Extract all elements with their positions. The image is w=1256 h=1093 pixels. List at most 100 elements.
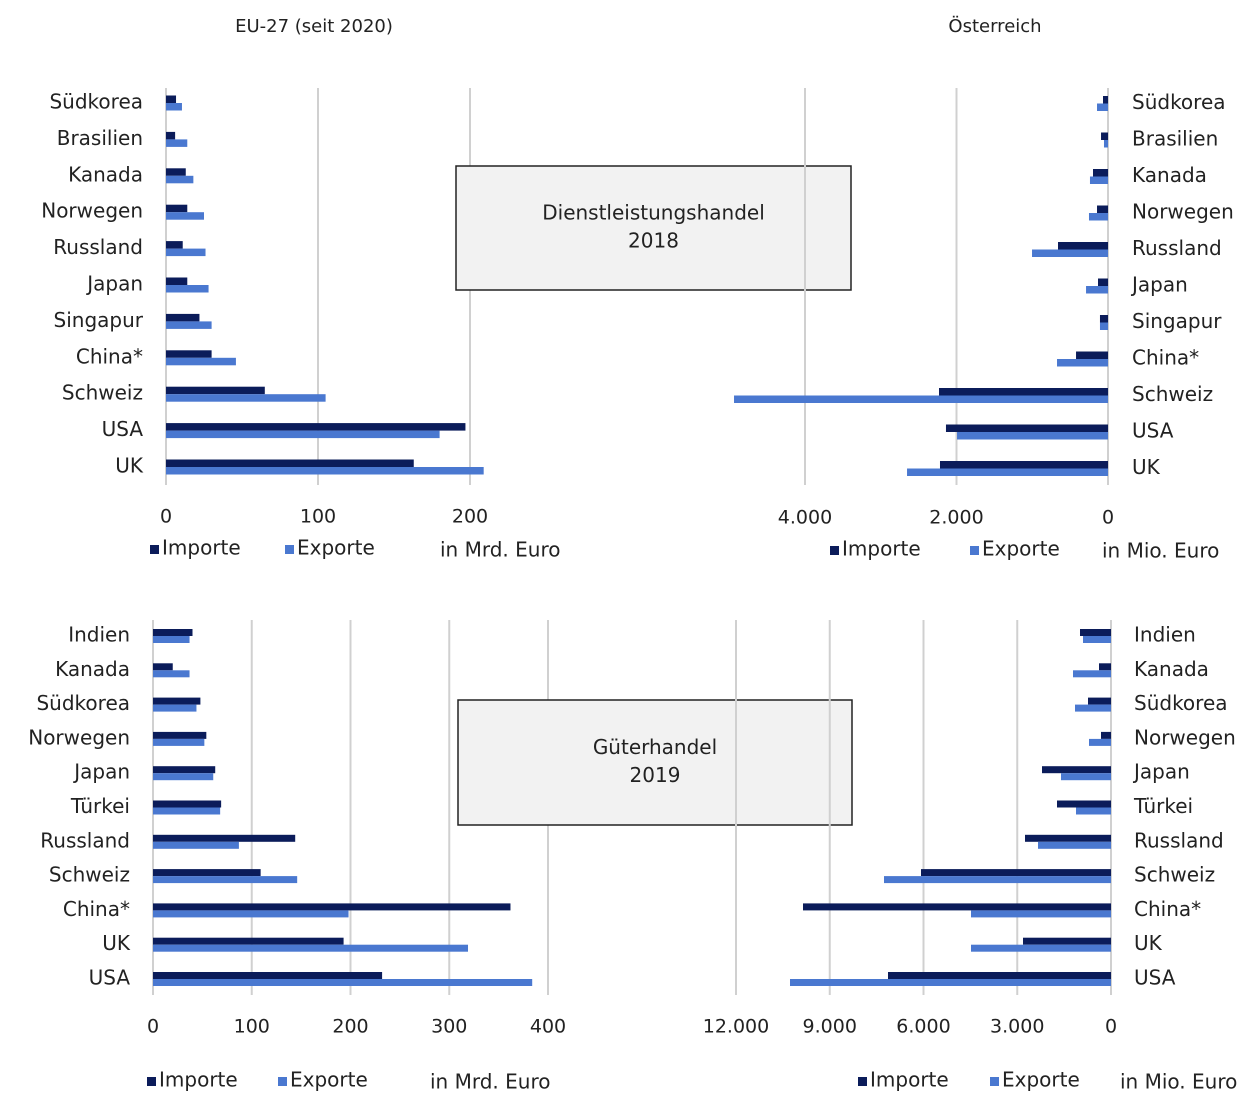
bar [1101, 731, 1111, 739]
bar [1099, 663, 1111, 671]
category-label: Indien [1134, 623, 1196, 647]
category-label: Japan [1132, 760, 1190, 784]
category-label: Kanada [1134, 657, 1209, 681]
annotation-box [455, 165, 852, 291]
bar [1088, 697, 1111, 705]
bar [1103, 96, 1108, 104]
legend-swatch [147, 1077, 156, 1086]
category-label: Russland [40, 828, 130, 852]
bar [153, 773, 214, 781]
category-label: Türkei [1133, 794, 1193, 818]
bar [957, 432, 1108, 440]
legend-swatch [150, 545, 159, 554]
bar [1097, 205, 1108, 213]
chart-title: Österreich [948, 15, 1041, 37]
bar [166, 248, 206, 257]
legend-label: Exporte [297, 536, 375, 560]
bar [1086, 286, 1108, 294]
bar [1076, 807, 1111, 815]
category-label: Russland [53, 235, 143, 259]
bar [153, 834, 296, 842]
x-tick-label: 2.000 [929, 507, 983, 529]
legend-swatch [830, 546, 839, 555]
bar [153, 979, 533, 986]
bar [939, 388, 1108, 396]
x-tick-label: 400 [530, 1016, 566, 1038]
legend-swatch [990, 1077, 999, 1086]
x-tick-label: 100 [300, 506, 336, 528]
bar [939, 461, 1108, 469]
bar [166, 430, 440, 439]
category-label: Südkorea [1132, 90, 1226, 114]
category-label: Brasilien [57, 126, 143, 150]
bar [1075, 704, 1111, 712]
bar [790, 979, 1111, 986]
category-label: Japan [72, 760, 130, 784]
legend-swatch [285, 545, 294, 554]
category-label: USA [1134, 966, 1176, 990]
category-label: Norwegen [28, 725, 130, 749]
x-tick-label: 6.000 [896, 1016, 950, 1038]
category-label: Norwegen [41, 199, 143, 223]
bar [153, 869, 261, 877]
bar [166, 241, 183, 249]
x-tick-label: 12.000 [703, 1016, 769, 1038]
bar [1080, 629, 1111, 636]
x-tick-label: 200 [332, 1016, 368, 1038]
bar [153, 704, 197, 712]
category-label: Südkorea [1134, 691, 1228, 715]
bar [153, 944, 469, 952]
category-label: Türkei [70, 794, 130, 818]
bar [1089, 176, 1108, 184]
chart-title: EU-27 (seit 2020) [235, 16, 393, 37]
x-tick-label: 200 [452, 506, 488, 528]
category-label: UK [102, 931, 131, 955]
x-tick-label: 300 [431, 1016, 467, 1038]
bar [166, 467, 484, 475]
category-label: USA [102, 417, 144, 441]
bar [166, 386, 265, 395]
bar [1076, 351, 1108, 359]
bar [153, 807, 221, 815]
bar [1099, 322, 1108, 330]
bar [166, 459, 414, 467]
bar [166, 313, 200, 322]
bar [884, 876, 1111, 884]
annotation-text: Dienstleistungshandel [542, 201, 765, 225]
category-label: Brasilien [1132, 127, 1218, 151]
category-label: UK [115, 454, 144, 478]
bar [734, 395, 1108, 403]
bar [153, 663, 173, 671]
bar [153, 629, 193, 636]
bar [153, 670, 190, 678]
category-label: China* [1132, 346, 1199, 370]
category-label: Kanada [1132, 163, 1207, 187]
bar [1023, 937, 1111, 945]
category-label: USA [1132, 419, 1174, 443]
x-tick-label: 0 [1102, 507, 1114, 529]
bar [1057, 359, 1108, 367]
category-label: Schweiz [62, 381, 143, 405]
x-tick-label: 0 [1105, 1016, 1117, 1038]
bar [153, 731, 207, 739]
category-label: China* [76, 344, 143, 368]
category-label: Japan [85, 272, 143, 296]
bar [153, 636, 190, 643]
category-label: USA [89, 966, 131, 990]
bar [945, 424, 1108, 432]
bar [166, 139, 188, 147]
bar [153, 697, 201, 705]
bar [971, 944, 1111, 952]
bar [1093, 169, 1108, 177]
legend-label: Importe [870, 1068, 949, 1092]
legend-label: Importe [162, 536, 241, 560]
bar [1073, 670, 1111, 678]
legend-label: Exporte [982, 537, 1060, 561]
unit-label: in Mrd. Euro [440, 538, 560, 562]
category-label: Norwegen [1134, 725, 1236, 749]
category-label: Kanada [55, 657, 130, 681]
annotation-text: 2018 [628, 229, 679, 253]
bar [153, 766, 216, 774]
legend-swatch [278, 1077, 287, 1086]
